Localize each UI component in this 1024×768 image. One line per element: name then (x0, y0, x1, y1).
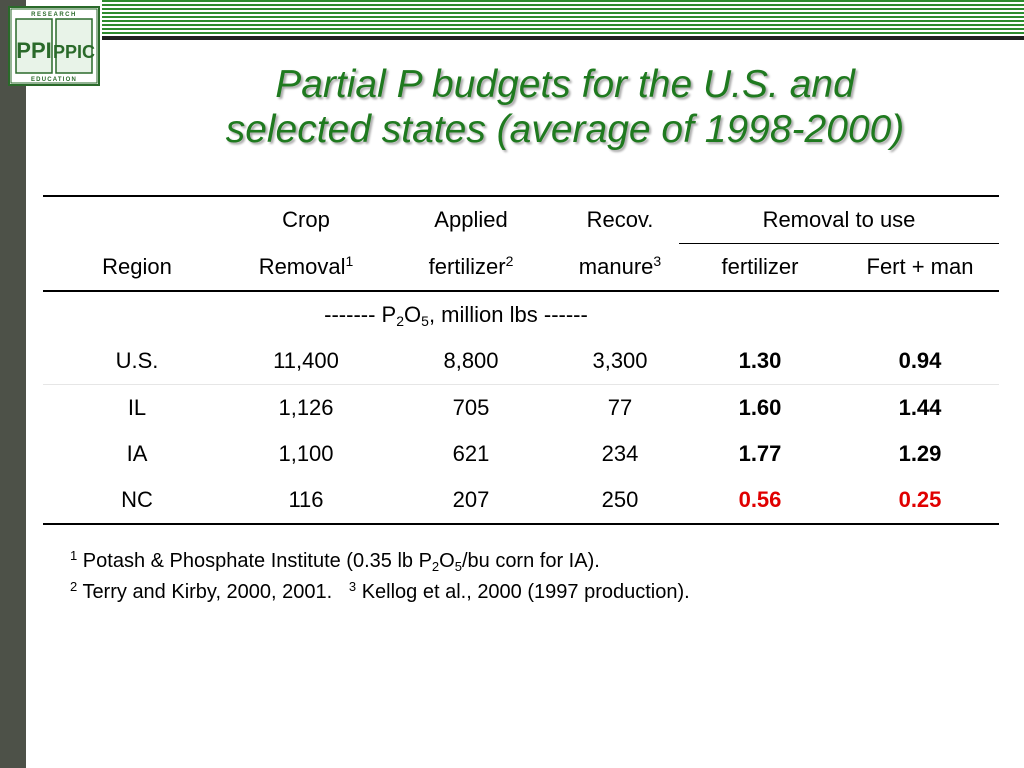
cell-applied-fertilizer: 621 (452, 441, 490, 466)
top-dark-rule (102, 36, 1024, 40)
header-fertilizer: fertilizer2 (381, 243, 561, 292)
header-recov: Recov. (561, 195, 679, 244)
footnote-1: 1 Potash & Phosphate Institute (0.35 lb … (70, 548, 600, 574)
table-row: IL 1,126 705 77 1.60 1.44 (43, 385, 999, 432)
cell-rtu-fert-man: 1.29 (898, 441, 942, 466)
cell-region: NC (43, 477, 231, 525)
p-budget-table: Crop Applied Recov. Removal to use Regio… (43, 195, 999, 525)
header-row-2: Region Removal1 fertilizer2 manure3 fert… (43, 243, 999, 292)
cell-recov-manure: 250 (561, 477, 679, 525)
cell-applied-fertilizer: 705 (452, 395, 490, 420)
logo-top-text: RESEARCH (31, 12, 77, 18)
footnote-marker-2: 2 (505, 252, 514, 269)
cell-rtu-fert-man: 0.25 (841, 477, 999, 525)
table-row: NC 116 207 250 0.56 0.25 (43, 477, 999, 525)
cell-rtu-fert-man: 0.94 (841, 338, 999, 385)
units-label: ------- P2O5, million lbs ------ (324, 302, 588, 329)
cell-region: IL (127, 395, 147, 420)
logo-bottom-text: EDUCATION (31, 77, 77, 83)
cell-region: U.S. (43, 338, 231, 385)
cell-crop-removal: 11,400 (231, 338, 381, 385)
ppi-ppic-logo: RESEARCH PPI PPIC EDUCATION (8, 6, 100, 86)
header-region: Region (43, 243, 231, 292)
cell-rtu-fert-man: 1.44 (898, 395, 942, 420)
footnote-marker-3: 3 (653, 252, 662, 269)
left-sidebar-bar (0, 0, 26, 768)
top-green-stripes (102, 0, 1024, 36)
cell-crop-removal: 1,100 (278, 441, 334, 466)
cell-region: IA (126, 441, 148, 466)
footnote-marker-1: 1 (345, 252, 354, 269)
cell-crop-removal: 116 (231, 477, 381, 525)
header-rtu-fert-man: Fert + man (841, 243, 999, 292)
header-removal-to-use: Removal to use (679, 195, 999, 244)
header-rtu-fertilizer: fertilizer (679, 243, 841, 292)
header-removal: Removal1 (231, 243, 381, 292)
footnote-2-3: 2 Terry and Kirby, 2000, 2001. 3 Kellog … (70, 579, 690, 603)
logo-letters-right: PPIC (53, 42, 95, 62)
table-row: U.S. 11,400 8,800 3,300 1.30 0.94 (43, 338, 999, 385)
header-crop: Crop (231, 195, 381, 244)
title-line-1: Partial P budgets for the U.S. and (275, 63, 855, 106)
logo-letters-left: PPI (16, 38, 51, 63)
cell-recov-manure: 3,300 (561, 338, 679, 385)
cell-rtu-fertilizer: 1.30 (679, 338, 841, 385)
cell-applied-fertilizer: 207 (381, 477, 561, 525)
title-line-2: selected states (average of 1998-2000) (225, 108, 905, 151)
header-applied: Applied (381, 195, 561, 244)
header-row-1: Crop Applied Recov. Removal to use (43, 195, 999, 244)
header-manure: manure3 (561, 243, 679, 292)
cell-applied-fertilizer: 8,800 (381, 338, 561, 385)
cell-crop-removal: 1,126 (278, 395, 334, 420)
cell-recov-manure: 234 (601, 441, 639, 466)
cell-recov-manure: 77 (607, 395, 633, 420)
slide-title: Partial P budgets for the U.S. and selec… (120, 62, 1010, 152)
units-row: ------- P2O5, million lbs ------ (43, 291, 999, 338)
cell-rtu-fertilizer: 0.56 (679, 477, 841, 525)
table-row: IA 1,100 621 234 1.77 1.29 (43, 431, 999, 477)
cell-rtu-fertilizer: 1.77 (738, 441, 782, 466)
cell-rtu-fertilizer: 1.60 (738, 395, 782, 420)
footnotes: 1 Potash & Phosphate Institute (0.35 lb … (70, 546, 690, 608)
